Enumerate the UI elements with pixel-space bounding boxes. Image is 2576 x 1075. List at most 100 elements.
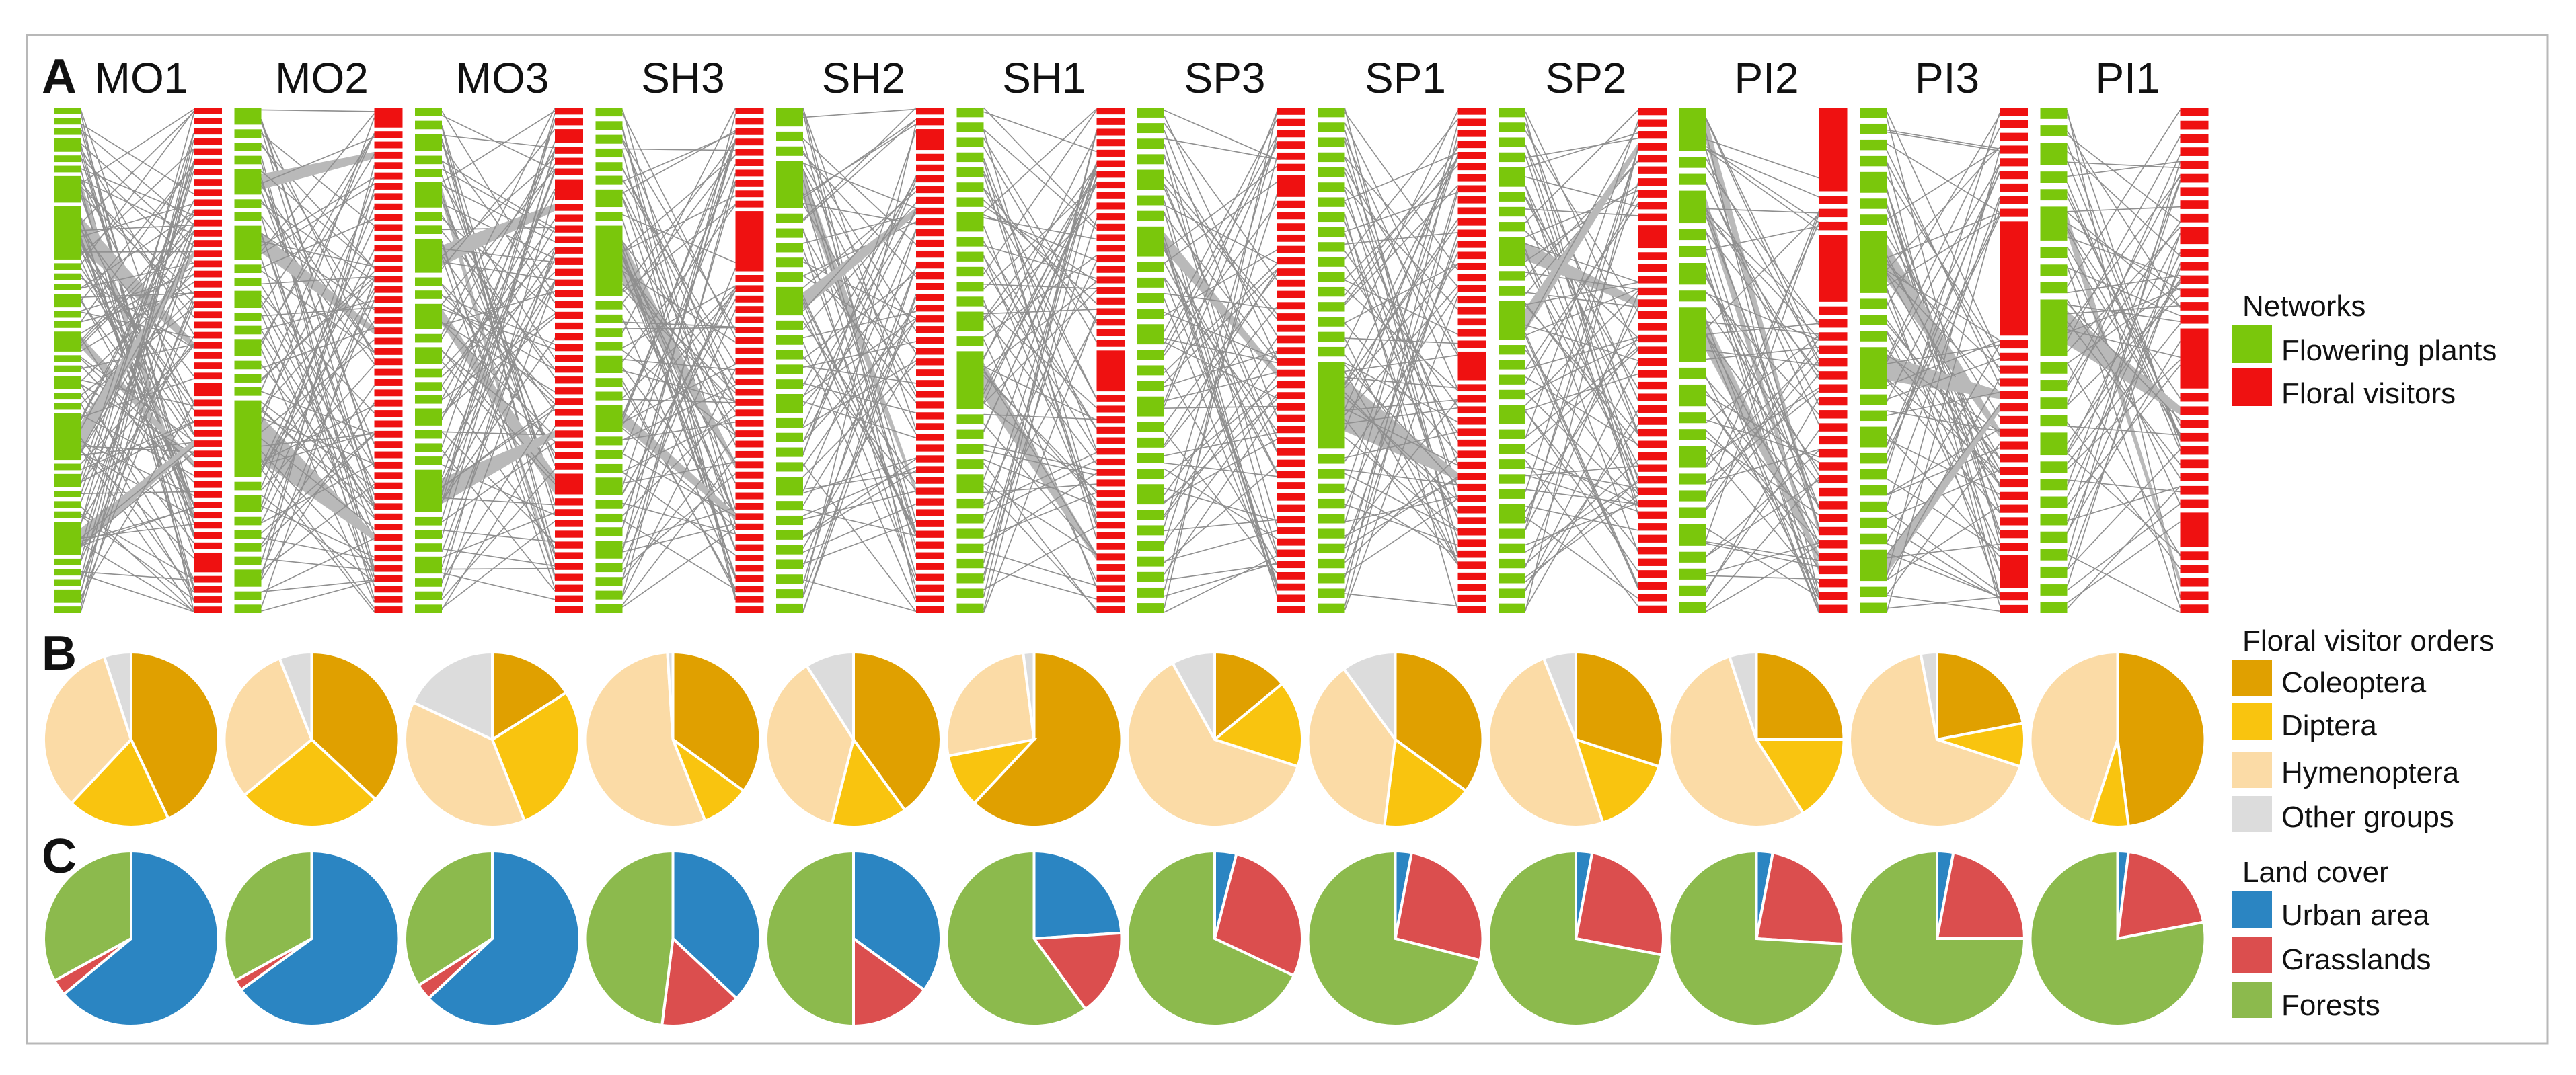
plant-node	[595, 108, 623, 117]
plant-node	[415, 277, 442, 286]
plant-node	[1318, 558, 1345, 569]
visitor-node	[1638, 119, 1667, 127]
plant-node	[776, 335, 803, 345]
plant-node	[2040, 461, 2068, 473]
visitor-node	[374, 224, 403, 231]
site-label-mo1: MO1	[95, 54, 188, 102]
network-link	[80, 446, 194, 539]
visitor-node	[1096, 234, 1125, 241]
visitor-node	[1277, 223, 1305, 231]
network-link	[441, 350, 556, 481]
network-link	[1344, 122, 1459, 353]
network-pi3	[1860, 108, 2028, 613]
network-link	[1886, 428, 2000, 495]
network-link	[1344, 214, 1459, 610]
visitor-node	[555, 118, 583, 126]
network-link	[1705, 149, 1820, 528]
plant-node	[1499, 271, 1525, 281]
network-link	[1164, 468, 1278, 540]
plant-node	[2040, 108, 2068, 119]
network-link	[80, 379, 194, 407]
network-link	[1344, 498, 1458, 575]
network-link	[802, 467, 917, 516]
visitor-node	[1457, 550, 1486, 558]
visitor-node	[194, 542, 222, 549]
visitor-node	[1096, 458, 1125, 466]
visitor-node	[374, 389, 403, 397]
network-link	[80, 109, 194, 435]
network-link	[1706, 138, 1819, 179]
visitor-node	[1638, 417, 1667, 425]
network-links-sp3	[1164, 110, 1278, 613]
visitor-node	[1096, 522, 1125, 529]
network-link	[1344, 112, 1459, 270]
orders-slice-hymenoptera	[1486, 656, 1605, 828]
visitor-node	[735, 108, 764, 114]
network-link	[261, 536, 375, 561]
network-link	[622, 214, 736, 264]
network-link	[2066, 263, 2181, 569]
network-link	[261, 506, 375, 558]
network-link	[441, 113, 556, 495]
plant-node	[956, 351, 984, 409]
visitor-node	[1638, 213, 1667, 221]
visitor-node	[735, 534, 764, 541]
plant-node	[54, 522, 81, 555]
visitor-node	[1096, 490, 1125, 497]
plant-node	[595, 513, 623, 523]
visitor-node	[735, 295, 764, 303]
plant-node	[234, 543, 262, 552]
network-link	[1886, 404, 2000, 556]
network-link	[1344, 168, 1459, 356]
visitor-node	[1096, 160, 1125, 167]
plant-node	[1499, 543, 1525, 554]
network-link	[621, 139, 736, 487]
visitor-node	[555, 366, 583, 373]
site-label-sp3: SP3	[1184, 54, 1266, 102]
orders-slice-other-groups	[1170, 650, 1216, 740]
visitor-node	[1638, 323, 1667, 331]
visitor-node	[555, 179, 583, 200]
visitor-node	[2000, 604, 2028, 613]
network-link	[1164, 311, 1278, 360]
plant-node	[956, 311, 984, 331]
visitor-node	[555, 322, 583, 330]
network-link	[621, 368, 736, 597]
visitor-node	[2000, 441, 2028, 450]
plant-node	[2040, 397, 2068, 409]
visitor-node	[916, 444, 944, 452]
network-link	[260, 113, 375, 252]
network-link	[1164, 555, 1278, 613]
visitor-node	[374, 108, 403, 128]
plant-node	[776, 530, 803, 540]
network-link	[1344, 291, 1459, 462]
network-link	[80, 165, 194, 560]
plant-node	[595, 314, 623, 323]
plant-node	[1679, 307, 1706, 362]
plant-node	[54, 511, 81, 518]
network-link	[1886, 447, 2000, 496]
plant-node	[1137, 138, 1164, 149]
network-link	[2066, 281, 2181, 454]
plant-node	[595, 590, 623, 600]
plant-node	[1137, 108, 1164, 118]
plant-node	[595, 477, 623, 495]
visitor-node	[735, 492, 764, 500]
visitor-node	[1638, 358, 1667, 366]
plant-node	[595, 355, 623, 373]
network-links-sp1	[1344, 108, 1459, 610]
visitor-node	[735, 275, 764, 282]
network-link	[1344, 110, 1459, 349]
network-link	[2066, 181, 2181, 524]
visitor-node	[916, 358, 944, 366]
network-link	[1344, 431, 1458, 459]
plant-node	[776, 364, 803, 374]
plant-node	[1137, 525, 1164, 536]
plant-node	[234, 481, 262, 491]
network-mo2	[234, 108, 403, 613]
visitor-node	[555, 530, 583, 538]
visitor-node	[1457, 517, 1486, 525]
network-link	[1525, 130, 1639, 313]
visitor-node	[916, 283, 944, 290]
